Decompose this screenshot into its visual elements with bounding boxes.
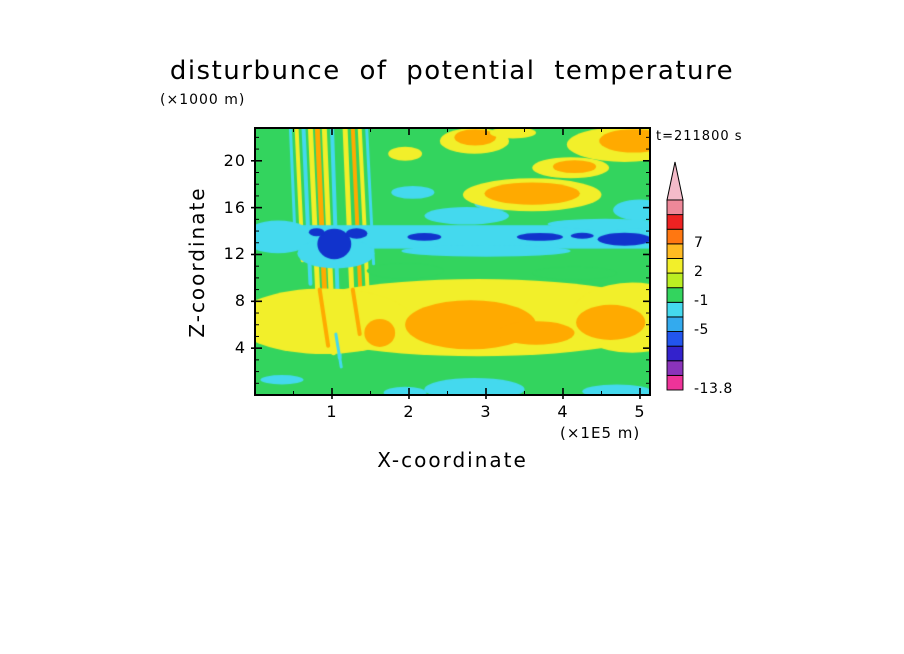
contour-field-canvas bbox=[255, 128, 650, 395]
y-tick-label: 8 bbox=[234, 291, 246, 311]
colorbar-segment bbox=[666, 360, 684, 376]
colorbar-arrow-top bbox=[666, 161, 684, 201]
colorbar-segment bbox=[666, 272, 684, 289]
x-tick-label: 4 bbox=[557, 402, 569, 421]
colorbar-segment bbox=[666, 345, 684, 362]
colorbar-segment bbox=[666, 316, 684, 332]
x-tick-label: 5 bbox=[634, 402, 646, 421]
colorbar-label: 2 bbox=[694, 264, 704, 281]
x-tick-label: 1 bbox=[326, 402, 338, 421]
y-tick-label: 20 bbox=[223, 150, 246, 170]
colorbar-segment bbox=[666, 287, 684, 303]
colorbar-segment bbox=[666, 258, 684, 274]
colorbar-segment bbox=[666, 199, 684, 216]
y-tick-label: 16 bbox=[223, 197, 246, 217]
x-axis-unit-label: (×1E5 m) bbox=[560, 424, 641, 442]
colorbar-segment bbox=[666, 228, 684, 245]
y-tick-label: 4 bbox=[234, 338, 246, 358]
chart-title: disturbunce of potential temperature bbox=[169, 56, 735, 86]
x-tick-label: 2 bbox=[403, 402, 415, 421]
y-tick-label: 12 bbox=[223, 244, 246, 264]
colorbar bbox=[666, 161, 684, 391]
colorbar-label: -1 bbox=[694, 293, 709, 310]
colorbar-segment bbox=[666, 331, 684, 347]
colorbar-segment bbox=[666, 301, 684, 318]
colorbar-label: -5 bbox=[694, 322, 709, 339]
x-tick-label: 3 bbox=[480, 402, 492, 421]
colorbar-segment bbox=[666, 214, 684, 230]
time-stamp-label: t=211800 s bbox=[656, 129, 743, 144]
plot-area bbox=[251, 127, 651, 399]
y-axis-unit-label: (×1000 m) bbox=[160, 92, 246, 108]
x-axis-title: X-coordinate bbox=[377, 448, 528, 472]
colorbar-label: -13.8 bbox=[694, 381, 733, 397]
colorbar-segment bbox=[666, 243, 684, 259]
colorbar-segment bbox=[666, 374, 684, 391]
colorbar-label: 7 bbox=[694, 234, 704, 251]
